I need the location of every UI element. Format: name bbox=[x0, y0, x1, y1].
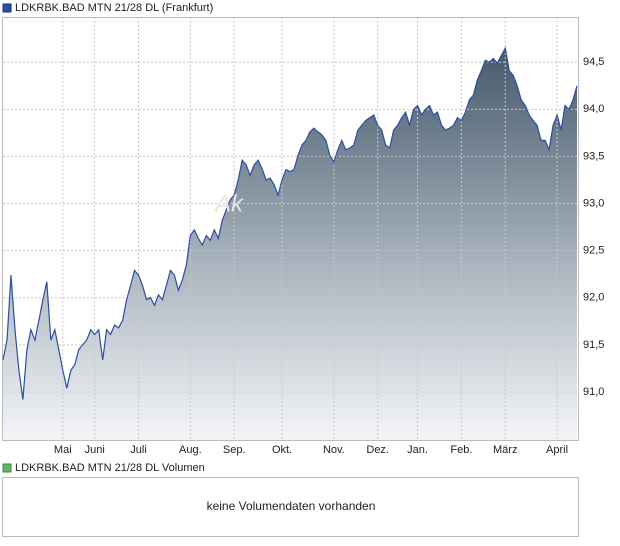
area bbox=[3, 48, 577, 440]
y-tick-label: 93,0 bbox=[583, 197, 604, 209]
legend-label: LDKRBK.BAD MTN 21/28 DL Volumen bbox=[15, 462, 205, 474]
volume-message: keine Volumendaten vorhanden bbox=[207, 499, 376, 513]
y-tick-label: 91,5 bbox=[583, 339, 604, 351]
legend-swatch bbox=[2, 3, 12, 13]
x-tick-label: Dez. bbox=[366, 444, 389, 456]
legend-swatch bbox=[2, 463, 12, 473]
x-tick-label: Feb. bbox=[450, 444, 472, 456]
x-tick-label: Okt. bbox=[272, 444, 292, 456]
x-tick-label: Jan. bbox=[407, 444, 428, 456]
y-tick-label: 92,0 bbox=[583, 292, 604, 304]
x-tick-label: Nov. bbox=[323, 444, 345, 456]
y-tick-label: 92,5 bbox=[583, 245, 604, 257]
x-tick-label: Juni bbox=[85, 444, 105, 456]
x-tick-label: März bbox=[493, 444, 517, 456]
line bbox=[2, 46, 578, 400]
x-tick-label: Aug. bbox=[179, 444, 202, 456]
y-tick-label: 94,5 bbox=[583, 56, 604, 68]
legend-label: LDKRBK.BAD MTN 21/28 DL (Frankfurt) bbox=[15, 2, 213, 14]
plot-frame bbox=[2, 17, 579, 441]
y-tick-label: 94,0 bbox=[583, 103, 604, 115]
y-tick-label: 93,5 bbox=[583, 150, 604, 162]
x-tick-label: Juli bbox=[130, 444, 147, 456]
volume-frame bbox=[2, 477, 579, 537]
x-tick-label: Sep. bbox=[223, 444, 246, 456]
y-tick-label: 91,0 bbox=[583, 386, 604, 398]
x-tick-label: April bbox=[546, 444, 568, 456]
x-tick-label: Mai bbox=[54, 444, 72, 456]
watermark: Ak bbox=[213, 190, 245, 217]
